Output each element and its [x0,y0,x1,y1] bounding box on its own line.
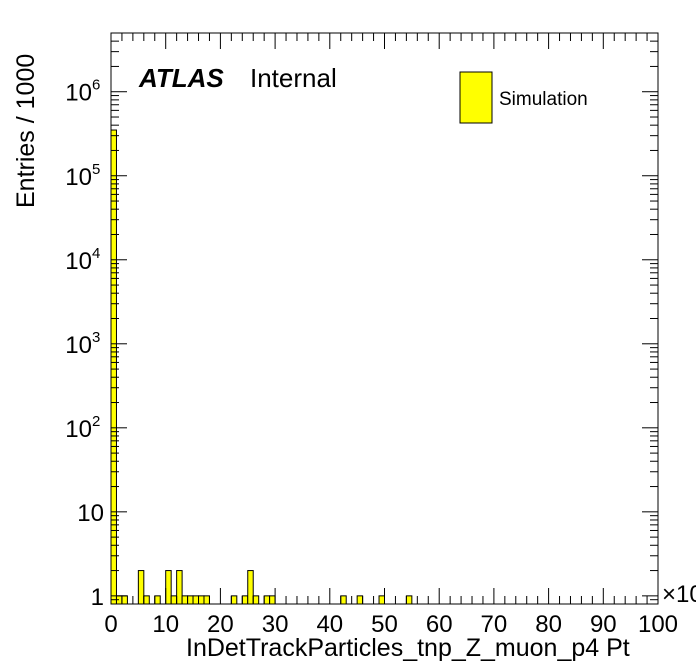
y-tick-exponent: 5 [92,161,100,178]
x-tick-label: 40 [316,611,343,638]
histogram-bar [170,595,178,605]
y-tick-label: 10 [77,500,104,527]
histogram-bar [143,595,150,605]
x-tick-label: 60 [426,611,453,638]
y-tick-label: 10 [65,416,92,443]
histogram-bar [263,595,271,605]
histogram-bar [187,595,194,605]
x-tick-label: 50 [371,611,398,638]
histogram-bar [269,595,276,605]
y-axis-label: Entries / 1000 [12,54,40,208]
histogram-bar [165,570,172,605]
x-tick-labels: 0 10 20 30 40 50 60 70 80 90 100 [104,611,678,638]
y-tick-exponent: 4 [92,245,100,262]
histogram-bar [154,595,161,605]
histogram-bar [247,570,254,605]
x-tick-label: 20 [207,611,234,638]
y-tick-exponent: 6 [92,77,100,94]
legend-swatch [459,71,493,124]
internal-label: Internal [250,63,337,93]
x-tick-label: 30 [262,611,289,638]
x-tick-label: 10 [152,611,179,638]
histogram-bar [192,595,200,605]
x-tick-label: 80 [535,611,562,638]
histogram-bar [405,595,413,605]
x-tick-label: 0 [104,611,117,638]
y-tick-label: 10 [65,164,92,191]
x-multiplier-label: ×10³ [662,581,696,608]
histogram-bar [378,595,385,605]
y-tick-label: 1 [91,584,104,611]
x-axis-label: InDetTrackParticles_tnp_Z_muon_p4 Pt [186,634,630,662]
histogram-bar [198,595,205,605]
y-tick-exponent: 2 [92,413,100,430]
histogram-bar [230,595,238,605]
plot-frame [110,32,659,605]
x-tick-label: 70 [481,611,508,638]
histogram-bar [137,570,145,605]
histogram-bar [252,595,260,605]
y-tick-label: 10 [65,332,92,359]
y-tick-label: 10 [65,248,92,275]
x-tick-label: 90 [590,611,617,638]
y-tick-label: 10 [65,80,92,107]
legend-label: Simulation [499,89,588,110]
histogram-bar [356,595,364,605]
atlas-label: ATLAS [138,63,224,93]
histogram-bar [176,570,183,605]
histogram-bar [203,595,210,605]
y-tick-exponent: 3 [92,329,100,346]
histogram-bar [241,595,249,605]
histogram-bar [340,595,347,605]
histogram-bar [181,595,189,605]
x-tick-label: 100 [638,611,678,638]
histogram-bar [121,595,128,605]
